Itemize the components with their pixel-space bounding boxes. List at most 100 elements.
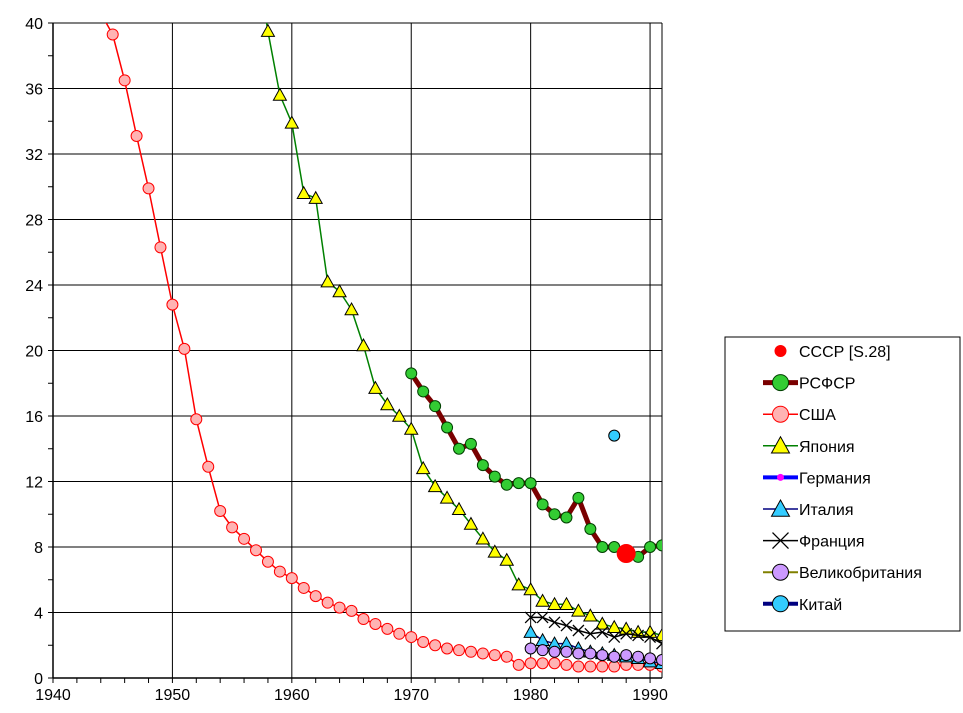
point-япония-1969 [391, 408, 407, 422]
legend: СССР [S.28] РСФСР США Япония Германия Италия Ф… [724, 336, 961, 632]
point-япония-1977 [487, 544, 503, 558]
point-сша-1951 [178, 342, 191, 355]
legend-swatch-marker [772, 595, 789, 613]
point-великобритания-1980 [524, 642, 537, 655]
point-великобритания-1985 [584, 647, 597, 660]
point-сша-1966 [357, 613, 370, 626]
y-tick-label-24: 24 [25, 278, 43, 295]
x-tick-label-1980: 1980 [513, 687, 549, 704]
point-рсфср-1972 [429, 400, 442, 413]
point-япония-1984 [571, 603, 586, 617]
point-рсфср-1975 [464, 437, 477, 450]
point-сша-1953 [202, 460, 215, 473]
point-япония-1967 [368, 380, 383, 394]
point-япония-1976 [475, 531, 491, 545]
point-рсфср-1971 [417, 385, 430, 398]
point-сша-1962 [309, 590, 322, 603]
point-сша-1971 [417, 635, 430, 648]
point-япония-1975 [463, 516, 479, 530]
point-япония-1981 [535, 593, 550, 607]
legend-label: Япония [799, 439, 855, 456]
point-рсфср-1976 [476, 459, 489, 472]
point-япония-1962 [308, 190, 324, 204]
x-tick-label-1990: 1990 [632, 687, 668, 704]
legend-label: РСФСР [799, 376, 855, 393]
point-сша-1986 [596, 660, 609, 673]
point-сша-1956 [238, 532, 251, 545]
series-франция [524, 611, 662, 650]
point-рсфср-1979 [512, 477, 525, 490]
legend-box [724, 336, 961, 632]
point-япония-1966 [356, 338, 371, 352]
legend-swatch-marker [772, 405, 789, 423]
point-сша-1946 [118, 74, 131, 87]
legend-item-франция: Франция [763, 532, 865, 551]
point-япония-1987 [606, 619, 622, 633]
point-япония-1985 [583, 608, 598, 622]
point-великобритания-1989 [632, 650, 645, 663]
point-рсфср-1983 [560, 511, 573, 524]
point-сша-1949 [154, 241, 167, 254]
point-франция-1982 [548, 616, 561, 629]
legend-item-япония: Япония [763, 435, 855, 456]
legend-swatch-marker [770, 435, 791, 454]
point-сша-1979 [512, 658, 525, 671]
y-tick-label-20: 20 [25, 344, 43, 361]
point-япония-1980 [523, 582, 538, 596]
point-франция-1984 [572, 624, 585, 637]
point-сша-1975 [464, 645, 477, 658]
point-рсфср-1980 [524, 477, 537, 490]
point-сша-1981 [536, 657, 549, 670]
point-сша-1955 [226, 521, 239, 534]
point-франция-1980 [524, 611, 537, 624]
point-рсфср-1990 [644, 541, 657, 553]
point-великобритания-1983 [560, 645, 573, 658]
point-великобритания-1991 [656, 653, 662, 666]
tick-labels: 0 4 8 12 16 20 24 28 32 36 40 1940 1950 1960 1970 1980 1… [25, 16, 668, 704]
series-line-франция [530, 616, 662, 645]
point-сша-1972 [429, 639, 442, 652]
point-япония-1982 [547, 596, 562, 611]
point-великобритания-1986 [596, 649, 609, 662]
y-tick-label-40: 40 [25, 16, 43, 33]
point-сша-1983 [560, 658, 573, 671]
legend-item-великобритания: Великобритания [763, 563, 922, 582]
legend-swatch-marker [777, 473, 784, 481]
point-сша-1957 [250, 544, 262, 557]
y-tick-label-4: 4 [34, 606, 43, 623]
legend-swatch-marker [772, 374, 789, 392]
y-tick-label-32: 32 [25, 147, 43, 164]
axes [48, 22, 663, 683]
y-tick-label-28: 28 [25, 213, 43, 230]
point-япония-1965 [344, 302, 359, 316]
y-tick-label-12: 12 [25, 475, 43, 492]
point-рсфср-1981 [536, 498, 549, 511]
point-сша-1978 [500, 650, 513, 663]
point-сша-1967 [369, 617, 382, 630]
point-рсфср-1984 [572, 491, 585, 504]
point-япония-1958 [260, 23, 276, 37]
legend-label: Франция [799, 534, 865, 551]
legend-item-китай: Китай [763, 595, 842, 614]
point-япония-1991 [654, 627, 662, 642]
point-великобритания-1981 [536, 644, 549, 657]
point-япония-1978 [499, 552, 515, 566]
point-рсфср-1978 [500, 478, 513, 491]
legend-item-италия: Италия [763, 498, 853, 519]
legend-item-рсфср: РСФСР [763, 374, 855, 393]
point-япония-1964 [332, 284, 347, 298]
legend-item-германия: Германия [763, 470, 871, 487]
legend-swatch-marker [772, 563, 789, 581]
y-tick-label-0: 0 [34, 671, 43, 688]
point-япония-1986 [594, 616, 610, 630]
y-tick-label-16: 16 [25, 409, 43, 426]
point-сша-1948 [142, 182, 155, 195]
point-япония-1971 [415, 460, 431, 475]
legend-label: США [799, 407, 836, 424]
point-сша-1947 [130, 129, 143, 142]
point-сша-1954 [214, 504, 227, 517]
point-франция-1991 [656, 637, 662, 650]
point-япония-1974 [451, 501, 467, 516]
point-рсфср-1985 [584, 522, 597, 535]
point-рсфср-1970 [405, 367, 418, 380]
